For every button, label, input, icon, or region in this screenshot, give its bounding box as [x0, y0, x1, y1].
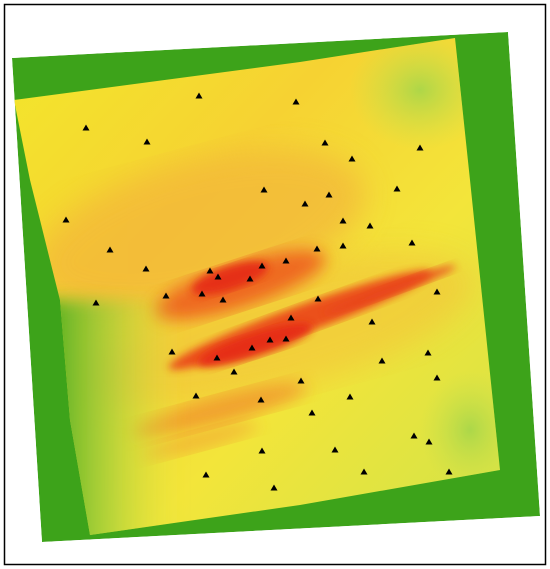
map-view: [0, 0, 550, 569]
raster: [0, 0, 550, 569]
